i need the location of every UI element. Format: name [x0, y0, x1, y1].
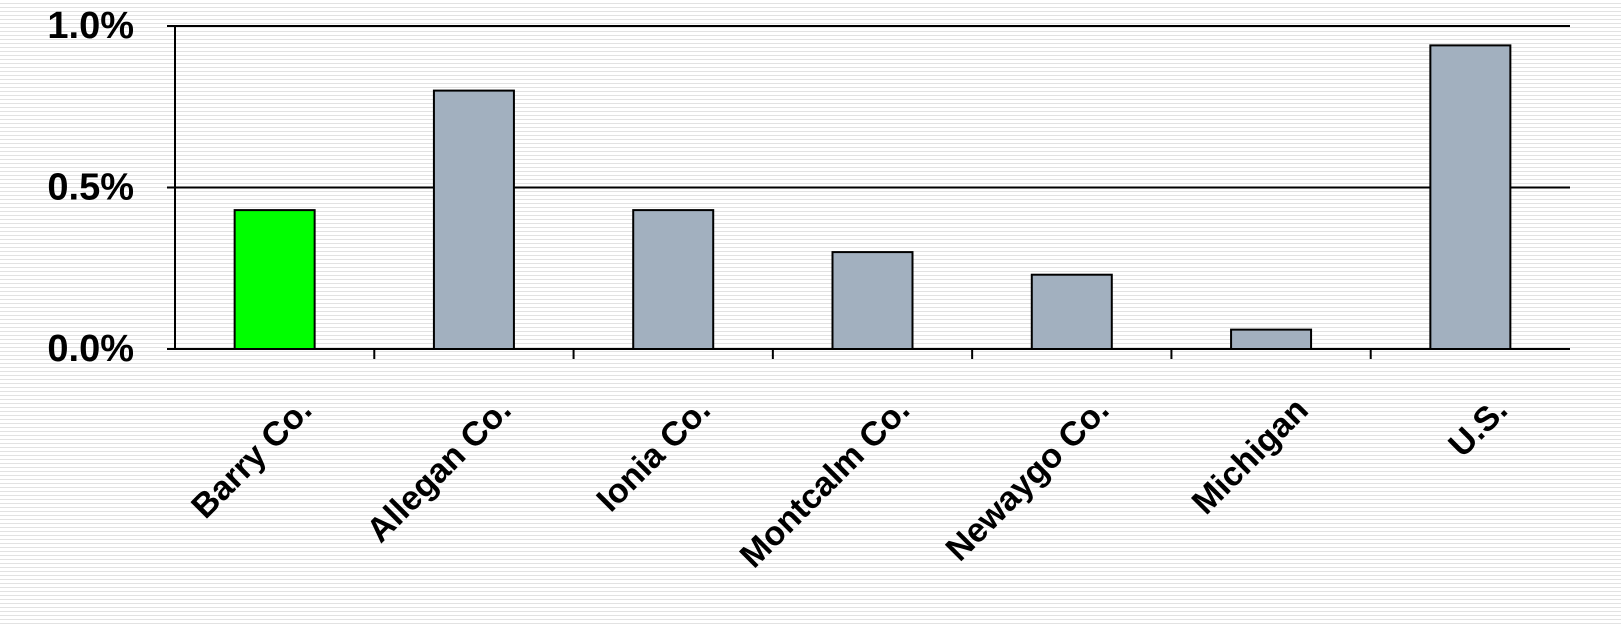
y-axis-tick-labels: 0.0% 0.5% 1.0%	[47, 5, 134, 370]
bar	[432, 89, 515, 350]
x-category-label: Montcalm Co.	[733, 391, 917, 575]
bars	[233, 44, 1512, 351]
grid-lines	[175, 25, 1570, 189]
x-category-label: Allegan Co.	[359, 391, 518, 550]
y-tick-label: 0.0%	[47, 328, 134, 370]
bar	[831, 251, 914, 351]
bar	[1230, 328, 1313, 350]
x-category-label: Newaygo Co.	[939, 391, 1117, 569]
x-category-label: Michigan	[1185, 391, 1316, 522]
x-axis-category-labels: Barry Co. Allegan Co. Ionia Co. Montcalm Co…	[184, 391, 1515, 575]
x-category-label: U.S.	[1441, 391, 1515, 465]
bar	[1429, 44, 1512, 350]
x-category-label: Ionia Co.	[589, 391, 717, 519]
y-tick-label: 0.5%	[47, 167, 134, 209]
y-tick-label: 1.0%	[47, 5, 134, 47]
bar	[1030, 273, 1113, 350]
bar	[632, 209, 715, 350]
axes	[167, 25, 1570, 359]
x-category-label: Barry Co.	[184, 391, 319, 526]
bar	[233, 209, 316, 350]
